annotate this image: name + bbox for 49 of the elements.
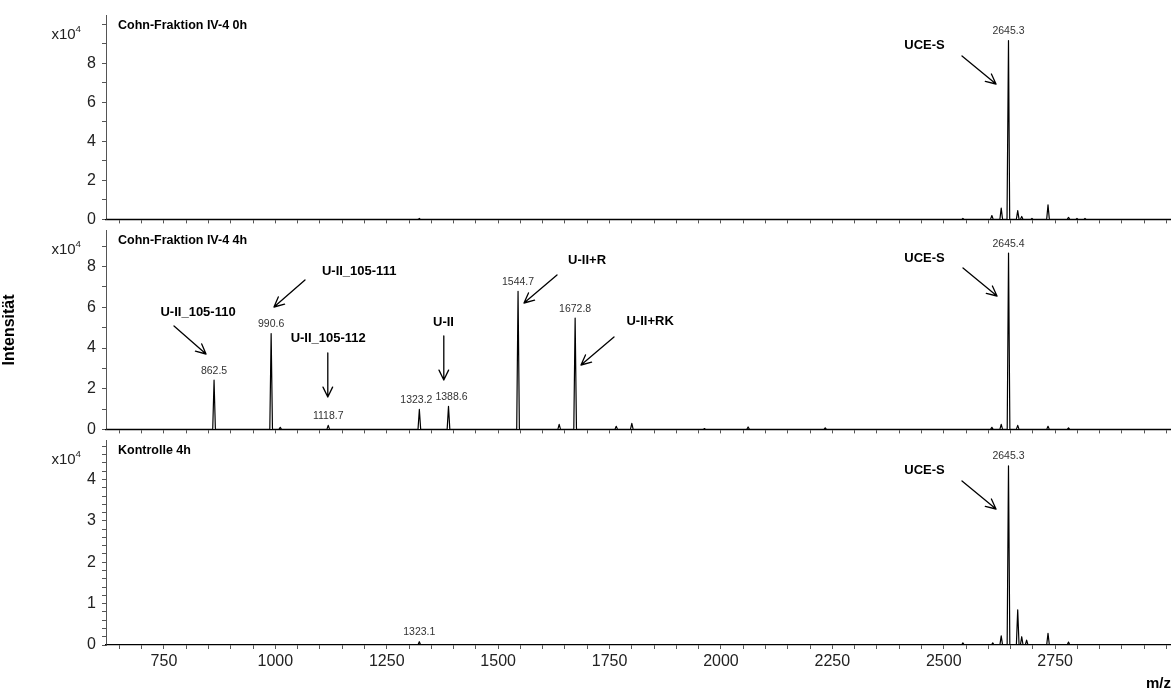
y-tick-label: 2 [87,379,97,397]
annotation: U-II_105-111 [321,263,397,279]
y-tick-label: 2 [87,552,97,570]
y-tick-label: 0 [87,635,97,653]
y-tick-label: 2 [87,170,97,188]
annotation: 1544.7 [501,274,535,287]
annotation: U-II [433,313,454,329]
y-tick-label: 6 [87,297,97,315]
y-tick-label: 0 [87,419,97,437]
x-tick-label: 1000 [257,652,294,670]
y-tick-label: 8 [87,257,97,275]
annotation: UCE-S [904,462,946,478]
y-axis-title: Intensität [0,293,18,366]
annotation: U-II+R [568,251,607,267]
x-tick-label: 2250 [814,652,851,670]
chart-title: Cohn-Fraktion IV-4 0h [118,18,248,33]
chart-title: Cohn-Fraktion IV-4 4h [118,233,248,248]
y-tick-label: 8 [87,53,97,71]
annotation: 1672.8 [559,301,592,314]
annotation: U-II_105-110 [160,303,236,319]
x-axis-title: m/z [1145,674,1171,692]
annotation: 1323.2 [400,393,433,406]
x-tick-label: 1500 [480,652,517,670]
x-tick-label: 2500 [925,652,962,670]
annotation: 2645.4 [992,236,1025,249]
annotation: 862.5 [200,363,228,376]
annotation: 2645.3 [992,24,1025,37]
y-tick-label: 4 [87,469,97,487]
x-tick-label: 750 [150,652,178,670]
annotation: UCE-S [904,249,946,265]
annotation: 2645.3 [992,449,1025,462]
chart-title: Kontrolle 4h [118,443,191,458]
annotation: U-II_105-112 [290,329,366,345]
x-tick-label: 2750 [1037,652,1074,670]
annotation: 1323.1 [403,625,436,638]
x-tick-label: 2000 [703,652,739,670]
y-tick-label: 4 [87,338,97,356]
x-tick-label: 1250 [368,652,405,670]
annotation: U-II+RK [626,312,675,328]
y-tick-label: 0 [87,209,97,227]
annotation: UCE-S [904,37,946,53]
x-tick-label: 1750 [591,652,628,670]
y-tick-label: 4 [87,131,97,149]
annotation: 1388.6 [435,390,468,403]
annotation: 990.6 [258,317,285,330]
y-tick-label: 6 [87,92,97,110]
y-tick-label: 3 [87,511,97,529]
annotation: 1118.7 [312,408,344,421]
y-tick-label: 1 [87,594,97,612]
